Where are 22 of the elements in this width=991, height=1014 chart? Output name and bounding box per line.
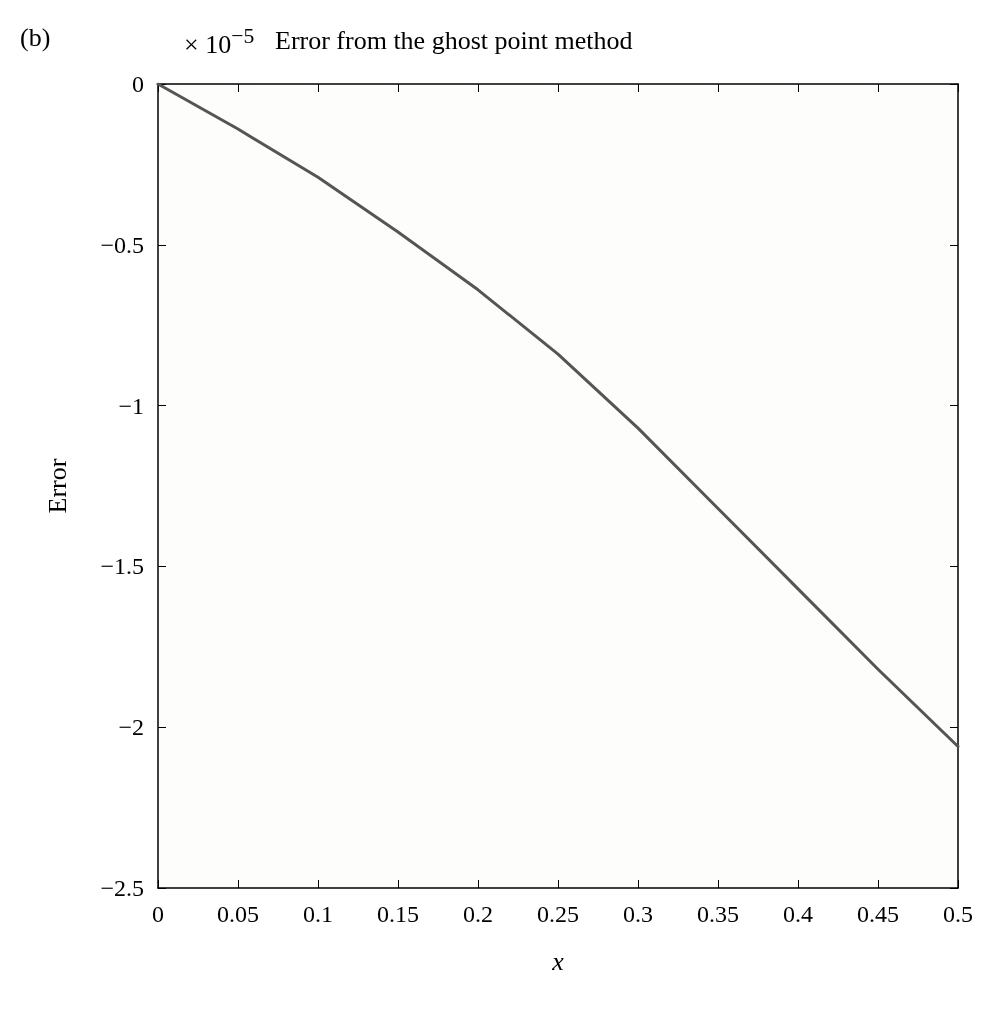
x-tick-label: 0.4 [783, 901, 813, 927]
y-axis-title: Error [42, 458, 72, 514]
text: (b) [20, 22, 51, 54]
y-tick-label: 0 [132, 71, 144, 97]
x-tick-label: 0.25 [537, 901, 579, 927]
x-tick-label: 0.45 [857, 901, 899, 927]
chart-title: Error from the ghost point method [275, 25, 633, 55]
x-tick-label: 0.05 [217, 901, 259, 927]
y-tick-label: −1.5 [100, 553, 144, 580]
text: × 10$^{−5}$ [184, 23, 255, 61]
x-tick-label: 0.3 [623, 901, 653, 927]
y-tick-label: −2.5 [100, 875, 144, 901]
x-tick-label: 0.5 [943, 901, 973, 927]
y-tick-label: −0.5 [100, 231, 144, 258]
x-tick-label: 0.15 [377, 901, 419, 927]
x-tick-label: 0.35 [697, 901, 739, 927]
x-tick-label: 0.2 [463, 901, 493, 927]
x-axis-title: x [551, 946, 565, 976]
y-tick-label: −2 [118, 714, 144, 741]
y-tick-label: −1 [118, 392, 144, 419]
x-tick-label: 0.1 [303, 901, 333, 927]
x-tick-label: 0 [152, 901, 164, 927]
